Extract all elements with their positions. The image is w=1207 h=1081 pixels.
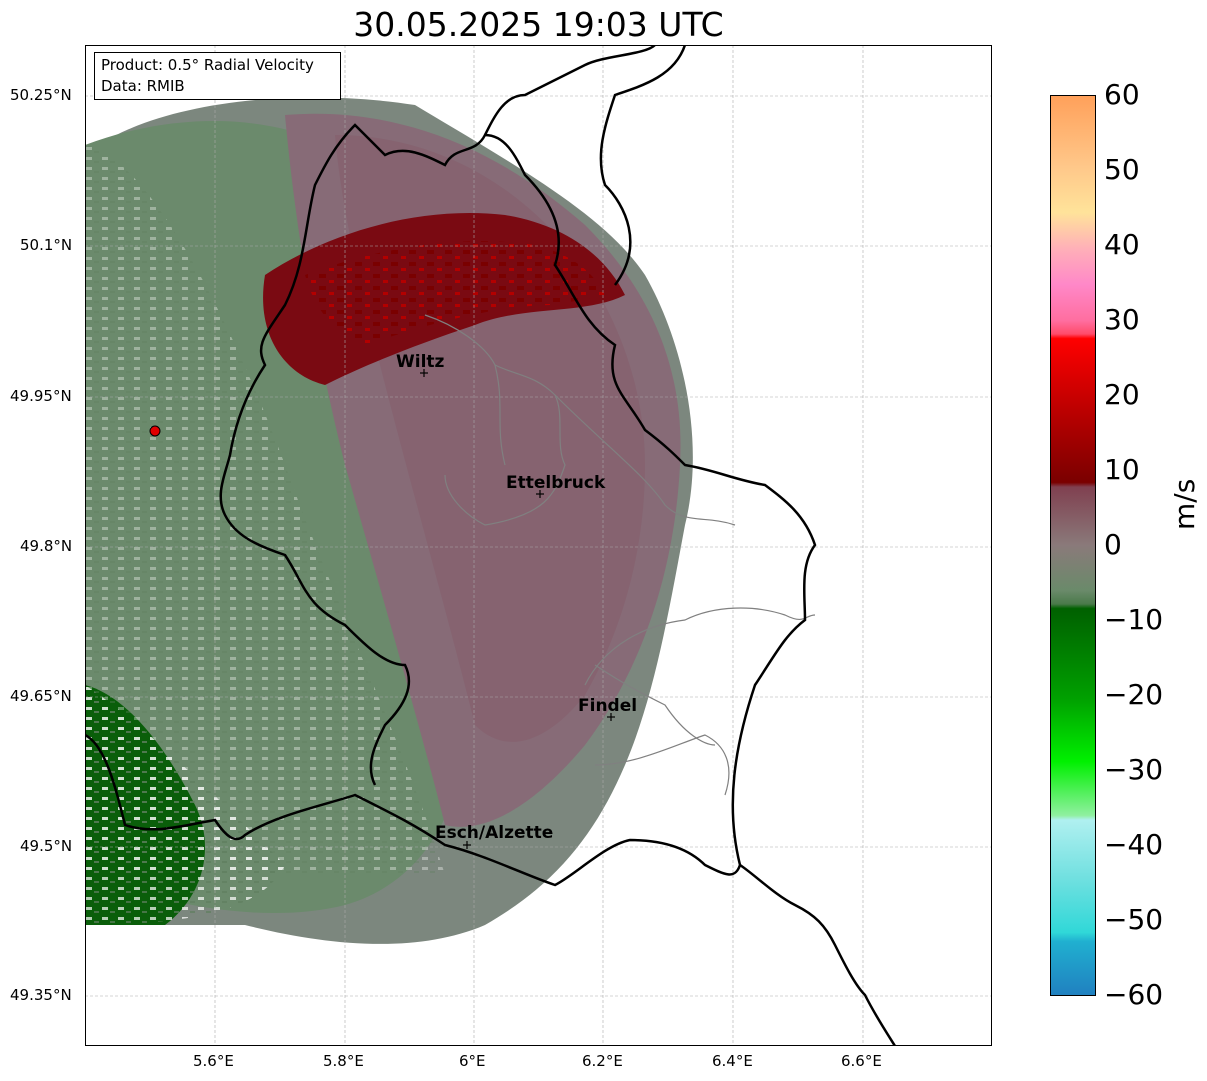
x-tick-label: 5.6°E: [193, 1052, 234, 1070]
city-labels: Wiltz Ettelbruck Findel Esch/Alzette: [396, 352, 637, 843]
radar-data-layer: [85, 97, 693, 944]
colorbar-tick: −40: [1104, 828, 1164, 861]
data-source-label: Data: RMIB: [101, 77, 185, 95]
map-title: 30.05.2025 19:03 UTC: [353, 5, 724, 44]
country-border-north: [483, 45, 687, 286]
x-tick-label: 6.2°E: [582, 1052, 623, 1070]
colorbar-tick: −30: [1104, 753, 1164, 786]
colorbar-tick: −20: [1104, 678, 1164, 711]
colorbar-unit-label: m/s: [1168, 478, 1201, 530]
y-tick-label: 49.5°N: [20, 837, 73, 855]
velocity-colorbar: [1050, 95, 1096, 996]
x-tick-label: 5.8°E: [323, 1052, 364, 1070]
y-tick-label: 49.8°N: [20, 537, 73, 555]
y-tick-label: 49.95°N: [10, 387, 72, 405]
city-label-findel: Findel: [578, 696, 637, 716]
city-label-ettelbruck: Ettelbruck: [506, 473, 606, 493]
map-frame: [85, 45, 992, 1046]
city-label-wiltz: Wiltz: [396, 352, 445, 372]
product-info-box: Product: 0.5° Radial Velocity Data: RMIB: [94, 52, 341, 100]
colorbar-tick: −50: [1104, 903, 1164, 936]
colorbar-tick: −60: [1104, 978, 1164, 1011]
y-tick-label: 50.25°N: [10, 86, 72, 104]
x-tick-label: 6.4°E: [712, 1052, 753, 1070]
x-tick-label: 6°E: [459, 1052, 486, 1070]
colorbar-tick: 40: [1104, 228, 1140, 261]
district-boundaries: [424, 314, 816, 796]
colorbar-tick: −10: [1104, 603, 1164, 636]
colorbar-tick: 20: [1104, 378, 1140, 411]
city-label-esch-alzette: Esch/Alzette: [435, 823, 553, 843]
y-tick-label: 49.35°N: [10, 986, 72, 1004]
colorbar-tick: 10: [1104, 453, 1140, 486]
country-border-south: [739, 863, 897, 1046]
colorbar-tick: 0: [1104, 528, 1122, 561]
colorbar-tick: 60: [1104, 78, 1140, 111]
country-border: [85, 123, 817, 887]
radar-site-marker: [149, 425, 161, 437]
colorbar-tick: 30: [1104, 303, 1140, 336]
y-tick-label: 49.65°N: [10, 687, 72, 705]
x-tick-label: 6.6°E: [841, 1052, 882, 1070]
radar-map: Wiltz Ettelbruck Findel Esch/Alzette: [85, 45, 992, 1046]
colorbar-tick: 50: [1104, 153, 1140, 186]
y-tick-label: 50.1°N: [20, 236, 73, 254]
city-markers: [420, 369, 615, 849]
product-label: Product: 0.5° Radial Velocity: [101, 56, 314, 74]
